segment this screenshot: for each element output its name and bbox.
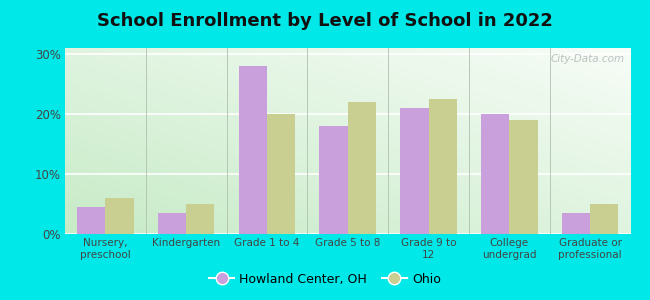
Bar (239, 66, 267, 234)
Bar (158, 213, 186, 234)
Bar (481, 114, 510, 234)
Bar (186, 204, 214, 234)
Bar (77, 207, 105, 234)
Bar (105, 198, 134, 234)
Bar (590, 204, 618, 234)
Bar (400, 108, 428, 234)
Bar (510, 120, 538, 234)
Bar (267, 114, 295, 234)
Text: City-Data.com: City-Data.com (551, 54, 625, 64)
Bar (428, 99, 457, 234)
Bar (562, 213, 590, 234)
Bar (348, 102, 376, 234)
Legend: Howland Center, OH, Ohio: Howland Center, OH, Ohio (204, 268, 446, 291)
Bar (320, 126, 348, 234)
Text: School Enrollment by Level of School in 2022: School Enrollment by Level of School in … (97, 12, 553, 30)
